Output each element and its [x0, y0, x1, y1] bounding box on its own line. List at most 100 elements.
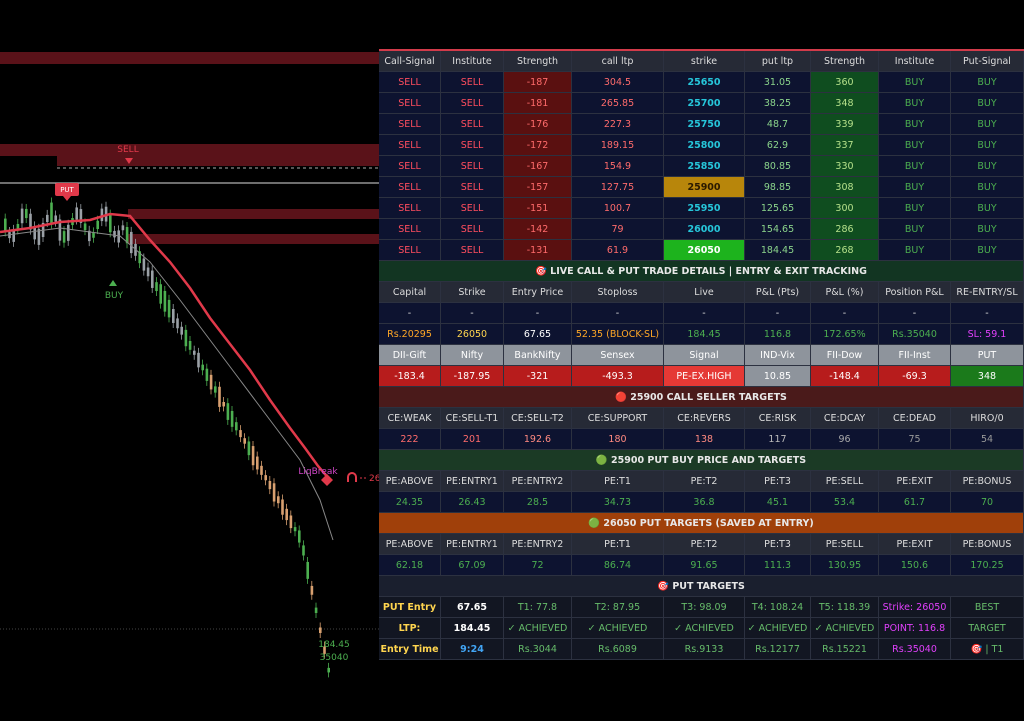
cell: 🎯 LIVE CALL & PUT TRADE DETAILS | ENTRY …: [379, 261, 1024, 282]
cell: CE:SELL-T2: [504, 408, 572, 429]
cell: ✓ ACHIEVED: [504, 618, 572, 639]
cell: HIRO/0: [951, 408, 1024, 429]
cell: FII-Inst: [879, 345, 951, 366]
candle: [243, 438, 246, 444]
cell: 337: [811, 135, 879, 156]
cell: SELL: [441, 177, 504, 198]
candle: [117, 230, 120, 243]
cell: 304.5: [572, 72, 664, 93]
cell: -: [504, 303, 572, 324]
cell: 45.1: [745, 492, 811, 513]
cell: 80.85: [745, 156, 811, 177]
badge-label: PUT: [60, 186, 74, 194]
cell: -167: [504, 156, 572, 177]
cell: 189.15: [572, 135, 664, 156]
cell: 330: [811, 156, 879, 177]
candle: [12, 229, 15, 242]
cell: 9:24: [441, 639, 504, 660]
cell: PE:T2: [664, 471, 745, 492]
cell: T5: 118.39: [811, 597, 879, 618]
cell: CE:DEAD: [879, 408, 951, 429]
cell: PE:T1: [572, 534, 664, 555]
cell: 🟢 26050 PUT TARGETS (SAVED AT ENTRY): [379, 513, 1024, 534]
candle: [214, 386, 217, 393]
cell: 172.65%: [811, 324, 879, 345]
magnet-icon: [347, 472, 357, 482]
cell: SELL: [379, 72, 441, 93]
cell: 180: [572, 429, 664, 450]
cell: CE:SUPPORT: [572, 408, 664, 429]
candle: [327, 667, 330, 673]
cell: ✓ ACHIEVED: [811, 618, 879, 639]
cell: PE:ENTRY2: [504, 534, 572, 555]
candle: [268, 480, 272, 490]
candle: [125, 227, 129, 244]
cell: 79: [572, 219, 664, 240]
candle: [167, 299, 171, 318]
cell: 34.73: [572, 492, 664, 513]
price-tag: 26: [369, 474, 379, 484]
candle: [54, 215, 57, 222]
cell: 192.6: [504, 429, 572, 450]
cell: SELL: [379, 114, 441, 135]
cell: 96: [811, 429, 879, 450]
candle: [16, 223, 20, 230]
cell: -: [664, 303, 745, 324]
data-panel: Call-Signal Institute Strength call ltp stri…: [379, 49, 1024, 660]
cell: 339: [811, 114, 879, 135]
candle: [163, 290, 167, 312]
cell: SELL: [441, 219, 504, 240]
cell: PE:BONUS: [951, 471, 1024, 492]
cell: SELL: [379, 240, 441, 261]
cell: P&L (%): [811, 282, 879, 303]
cell: 25800: [664, 135, 745, 156]
cell: -: [379, 303, 441, 324]
cell: P&L (Pts): [745, 282, 811, 303]
cell: Strength: [504, 51, 572, 72]
last-oi: 35040: [320, 653, 349, 663]
cell: 98.85: [745, 177, 811, 198]
cell: -: [811, 303, 879, 324]
put-badge-tip: [63, 196, 71, 201]
cell: PE:ENTRY2: [504, 471, 572, 492]
cell: 75: [879, 429, 951, 450]
cell: Put-Signal: [951, 51, 1024, 72]
cell: SL: 59.1: [951, 324, 1024, 345]
cell: 91.65: [664, 555, 745, 576]
cell: BUY: [951, 93, 1024, 114]
cell: SELL: [441, 240, 504, 261]
cell: Entry Time: [379, 639, 441, 660]
candle: [4, 218, 7, 232]
cell: 24.35: [379, 492, 441, 513]
cell: BUY: [879, 114, 951, 135]
cell: 28.5: [504, 492, 572, 513]
cell: 10.85: [745, 366, 811, 387]
cell: 222: [379, 429, 441, 450]
candle: [251, 446, 255, 466]
cell: 265.85: [572, 93, 664, 114]
candle: [100, 208, 104, 222]
cell: SELL: [379, 177, 441, 198]
cell: CE:WEAK: [379, 408, 441, 429]
cell: BankNifty: [504, 345, 572, 366]
cell: 100.7: [572, 198, 664, 219]
candle: [209, 374, 213, 390]
candle: [306, 561, 309, 579]
cell: T3: 98.09: [664, 597, 745, 618]
candle: [222, 401, 225, 407]
cell: 154.9: [572, 156, 664, 177]
cell: 25700: [664, 93, 745, 114]
cell: -183.4: [379, 366, 441, 387]
cell: T2: 87.95: [572, 597, 664, 618]
cell: 61.9: [572, 240, 664, 261]
cell: SELL: [441, 72, 504, 93]
cell: 25850: [664, 156, 745, 177]
cell: SELL: [379, 198, 441, 219]
candle: [289, 515, 293, 529]
cell: SELL: [441, 114, 504, 135]
cell: PE:ABOVE: [379, 534, 441, 555]
cell: -321: [504, 366, 572, 387]
cell: 170.25: [951, 555, 1024, 576]
cell: 67.65: [441, 597, 504, 618]
cell: PUT: [951, 345, 1024, 366]
